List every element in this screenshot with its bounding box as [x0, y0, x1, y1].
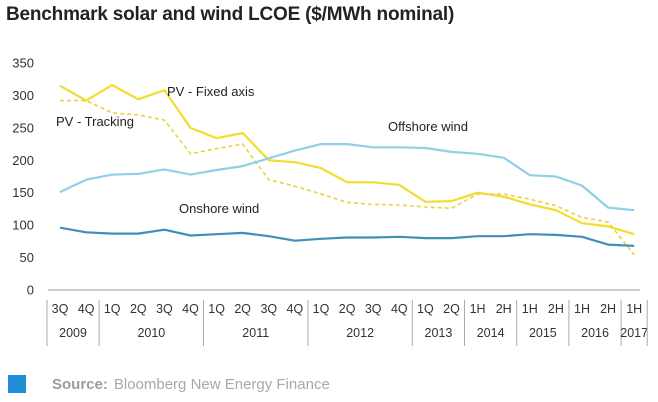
year-label: 2011: [242, 326, 269, 340]
series-line-pv-fixed-axis: [59, 83, 635, 236]
y-tick-label: 350: [12, 56, 34, 71]
x-tick-label: 1Q: [208, 302, 225, 316]
series-line-onshore-wind: [59, 226, 635, 247]
x-tick-label: 2Q: [234, 302, 251, 316]
x-tick-label: 1H: [522, 302, 538, 316]
y-tick-label: 0: [27, 283, 34, 298]
annotation-label: PV - Fixed axis: [167, 84, 255, 99]
year-label: 2009: [59, 326, 87, 340]
year-label: 2013: [425, 326, 453, 340]
series-line-pv-tracking: [60, 99, 635, 256]
series-line-offshore-wind: [59, 143, 635, 212]
source-footer: Source: Bloomberg New Energy Finance: [8, 373, 330, 395]
source-marker: [8, 375, 26, 393]
x-tick-label: 3Q: [156, 302, 173, 316]
x-tick-label: 1Q: [417, 302, 434, 316]
x-tick-label: 3Q: [52, 302, 69, 316]
y-tick-label: 200: [12, 153, 34, 168]
y-tick-label: 300: [12, 88, 34, 103]
x-tick-label: 2Q: [130, 302, 147, 316]
year-label: 2016: [581, 326, 609, 340]
x-tick-label: 1H: [470, 302, 486, 316]
x-tick-label: 1H: [574, 302, 590, 316]
x-tick-label: 3Q: [260, 302, 277, 316]
x-tick-label: 1Q: [313, 302, 330, 316]
x-tick-label: 4Q: [78, 302, 95, 316]
year-label: 2012: [346, 326, 374, 340]
lcoe-line-chart: 0 50 100 150 200 250 300 350 3Q 4Q 1Q 2Q 3Q 4Q 1Q 2Q 3Q 4…: [12, 56, 648, 346]
x-tick-label: 3Q: [365, 302, 382, 316]
source-text: Bloomberg New Energy Finance: [113, 375, 330, 393]
chart-title: Benchmark solar and wind LCOE ($/MWh nom…: [6, 4, 455, 25]
x-tick-label: 4Q: [287, 302, 304, 316]
year-label: 2010: [137, 326, 165, 340]
year-label: 2014: [477, 326, 505, 340]
y-tick-label: 50: [20, 250, 34, 265]
x-tick-label: 2Q: [443, 302, 460, 316]
annotation-label: PV - Tracking: [56, 114, 134, 129]
x-tick-label: 4Q: [182, 302, 199, 316]
year-label: 2015: [529, 326, 557, 340]
x-tick-label: 1Q: [104, 302, 121, 316]
y-tick-label: 150: [12, 185, 34, 200]
annotation-label: Offshore wind: [388, 119, 468, 134]
x-tick-label: 2H: [600, 302, 616, 316]
year-label: 2017: [620, 326, 648, 340]
x-tick-label: 2Q: [339, 302, 356, 316]
x-tick-label: 2H: [548, 302, 564, 316]
y-tick-label: 250: [12, 120, 34, 135]
x-tick-label: 4Q: [391, 302, 408, 316]
x-tick-label: 2H: [496, 302, 512, 316]
annotation-label: Onshore wind: [179, 201, 259, 216]
y-tick-label: 100: [12, 218, 34, 233]
source-label: Source:: [52, 375, 108, 393]
x-tick-label: 1H: [626, 302, 642, 316]
